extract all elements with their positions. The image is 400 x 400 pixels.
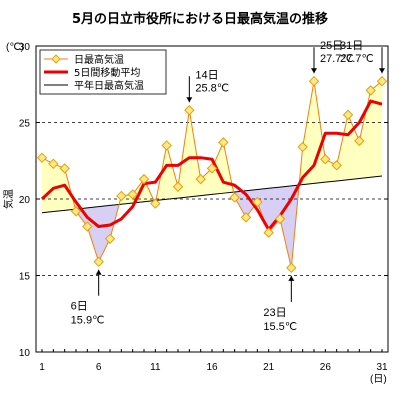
annotation-arrowhead [186,97,193,103]
x-tick-label: 1 [39,362,45,373]
annotation-value: 25.8℃ [195,82,229,94]
daily-max-point [161,140,172,151]
y-tick-label: 25 [19,119,31,130]
x-tick-label: 6 [96,362,102,373]
daily-max-point [127,189,138,200]
legend-label: 日最高気温 [74,53,124,66]
moving-average-line [40,99,383,232]
chart-title: 5月の日立市役所における日最高気温の推移 [71,12,329,27]
daily-max-point [70,206,82,217]
annotation-arrowhead [95,269,102,275]
y-tick-label: 10 [19,348,31,359]
annotation-arrowhead [288,275,295,281]
series-markers [36,75,388,274]
daily-max-point [195,173,206,185]
annotation-date: 23日 [263,307,286,319]
x-tick-label: 31 [376,362,388,373]
daily-max-point [240,212,252,223]
annotation-value: 27.7℃ [320,53,354,65]
annotation-value: 15.5℃ [263,321,297,333]
x-axis-unit: (日) [370,374,387,385]
x-tick-label: 21 [263,362,275,373]
annotation-value: 15.9℃ [71,315,105,327]
deviation-fill [370,80,383,178]
deviation-fill [313,81,326,184]
daily-max-point [376,75,388,87]
x-tick-label: 26 [320,362,332,373]
daily-max-point [93,256,104,267]
daily-max-point [206,163,218,174]
legend-label: 5日間移動平均 [74,66,140,79]
y-tick-label: 20 [19,195,31,206]
deviation-fill [98,205,111,262]
daily-max-point [150,198,161,209]
daily-max-point [59,163,70,174]
legend-marker [51,54,61,64]
annotation-arrowhead [379,68,385,74]
gridlines [36,122,388,276]
daily-max-point [320,154,331,165]
daily-max-point [229,192,240,203]
y-tick-label: 30 [19,42,31,53]
annotation-value: 27.7℃ [340,53,374,65]
annotation-date: 31日 [340,40,363,52]
x-tick-label: 16 [206,362,218,373]
daily-max-point [252,196,263,208]
deviation-fill [336,114,349,182]
deviation-fill [87,206,99,262]
legend-label: 平年日最高気温 [74,79,144,92]
y-axis-label: 気温 [2,189,15,209]
daily-max-point [286,262,297,274]
daily-max-point [104,233,116,244]
daily-max-point [184,105,195,116]
y-tick-label: 15 [19,272,31,283]
daily-max-point [82,221,93,232]
daily-max-point [308,75,320,87]
annotation-date: 6日 [71,301,88,313]
daily-max-point [48,158,59,170]
x-tick-label: 11 [150,362,161,373]
daily-max-point [274,213,286,225]
daily-max-point [172,181,184,192]
y-axis-unit: (℃) [6,42,24,53]
daily-max-point [331,160,342,171]
daily-max-point [365,85,376,96]
normal-temp-line [41,175,383,214]
annotation-date: 14日 [195,69,218,81]
daily-max-point [354,135,365,147]
annotation-date: 25日 [320,40,343,52]
daily-max-point [116,190,127,202]
daily-max-point [263,227,274,238]
daily-max-point [138,173,150,185]
deviation-fill-layer [41,80,383,268]
daily-max-point [218,137,229,148]
daily-max-point [297,141,308,153]
daily-max-point [36,152,48,163]
daily-max-point [342,109,354,121]
annotation-arrowhead [311,68,317,74]
